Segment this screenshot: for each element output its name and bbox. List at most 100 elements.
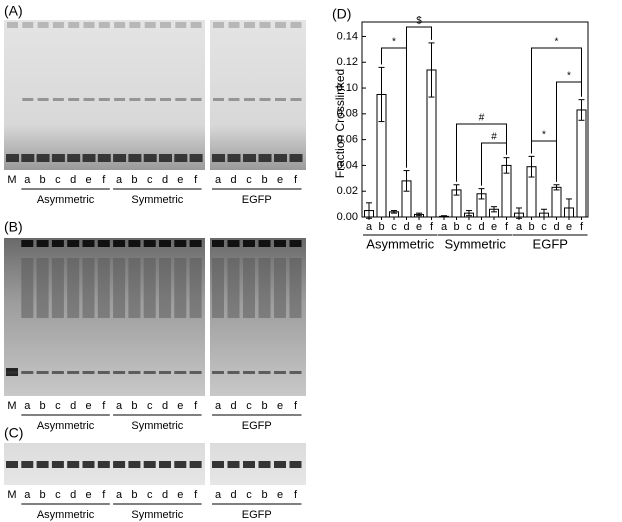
y-tick-label: 0.06 [337, 134, 358, 146]
x-tick-label: b [378, 221, 384, 233]
group-label: Asymmetric [366, 236, 434, 251]
significance-bracket [531, 47, 582, 154]
gel-band [259, 22, 271, 28]
gel-band [275, 98, 286, 101]
gel-band [227, 154, 241, 162]
gel-band [113, 258, 126, 318]
lane-label: c [147, 489, 153, 501]
gel-band [36, 154, 50, 162]
gel-band [159, 154, 172, 162]
gel-band [174, 240, 187, 247]
gel-band [52, 98, 64, 101]
gel-band [243, 461, 255, 468]
group-label: EGFP [533, 236, 568, 251]
gel-band [189, 461, 202, 468]
gel-image [210, 20, 306, 170]
gel-band [68, 22, 80, 28]
lane-label: b [261, 174, 267, 186]
gel-band [175, 22, 187, 28]
lane-label: e [85, 400, 91, 412]
gel-band [143, 258, 156, 318]
lane-label: e [177, 400, 183, 412]
gel-band [258, 154, 272, 162]
x-tick-label: a [366, 221, 373, 233]
y-tick-label: 0.14 [337, 30, 358, 42]
lane-label: c [55, 489, 61, 501]
group-label: EGFP [242, 420, 272, 432]
lane-label: e [85, 174, 91, 186]
gel-band [21, 258, 34, 318]
gel-band [97, 371, 110, 374]
gel-band [159, 461, 171, 468]
lane-label: b [131, 400, 137, 412]
gel-band [36, 371, 49, 374]
gel-band [67, 240, 80, 247]
gel-band [274, 154, 287, 162]
significance-mark: * [555, 37, 559, 48]
gel-band [227, 371, 240, 374]
lane-label: a [24, 489, 31, 501]
gel-band [143, 461, 156, 468]
gel-band [289, 258, 302, 318]
significance-mark: * [542, 130, 546, 141]
gel-band [22, 98, 34, 101]
x-tick-label: d [403, 221, 409, 233]
gel-band [6, 461, 18, 468]
lane-label: c [147, 174, 153, 186]
lane-label: b [40, 400, 46, 412]
gel-band [22, 22, 34, 28]
bar [576, 109, 587, 218]
x-tick-label: c [541, 221, 547, 233]
lane-label: d [230, 400, 236, 412]
gel-band [243, 240, 255, 247]
lane-label: e [277, 400, 283, 412]
lane-label: a [116, 489, 123, 501]
gel-band [258, 461, 271, 468]
lane-label: d [162, 489, 168, 501]
significance-bracket [406, 26, 432, 168]
gel-band [160, 98, 171, 101]
lane-label: f [194, 489, 198, 501]
lane-label: M [7, 489, 16, 501]
y-axis-title: Fraction Crosslinked [333, 69, 347, 178]
y-tick-label: 0.12 [337, 56, 358, 68]
lane-label: a [215, 489, 222, 501]
significance-mark: # [491, 132, 497, 143]
lane-label: c [246, 174, 252, 186]
panel-label: (C) [4, 425, 23, 441]
lane-label: f [194, 400, 198, 412]
gel-band [128, 154, 142, 162]
lane-label: b [40, 489, 46, 501]
lane-label: a [24, 400, 31, 412]
group-label: Symmetric [445, 236, 507, 251]
lane-label: f [102, 400, 106, 412]
gel-band [289, 154, 303, 162]
lane-label: f [294, 174, 298, 186]
lane-label: b [40, 174, 46, 186]
gel-band [113, 154, 127, 162]
group-label: Asymmetric [37, 194, 95, 206]
gel-band [174, 154, 188, 162]
gel-band [189, 154, 203, 162]
x-tick-label: c [391, 221, 397, 233]
gel-band [274, 240, 286, 247]
gel-band [51, 154, 65, 162]
gel-band [212, 154, 225, 162]
gel-band [98, 22, 110, 28]
gel-band [259, 98, 271, 101]
significance-mark: # [479, 113, 485, 124]
lane-label: e [277, 489, 283, 501]
lane-label: c [55, 174, 61, 186]
gel-band [113, 461, 126, 468]
gel-band [243, 258, 255, 318]
gel-band [289, 240, 302, 247]
group-label: Asymmetric [37, 420, 95, 432]
gel-band [114, 98, 126, 101]
lane-label: e [177, 174, 183, 186]
group-label: Symmetric [131, 194, 183, 206]
lane-label: c [246, 400, 252, 412]
gel-band [113, 371, 126, 374]
gel-band [243, 154, 256, 162]
lane-label: d [70, 400, 76, 412]
gel-band [189, 371, 202, 374]
